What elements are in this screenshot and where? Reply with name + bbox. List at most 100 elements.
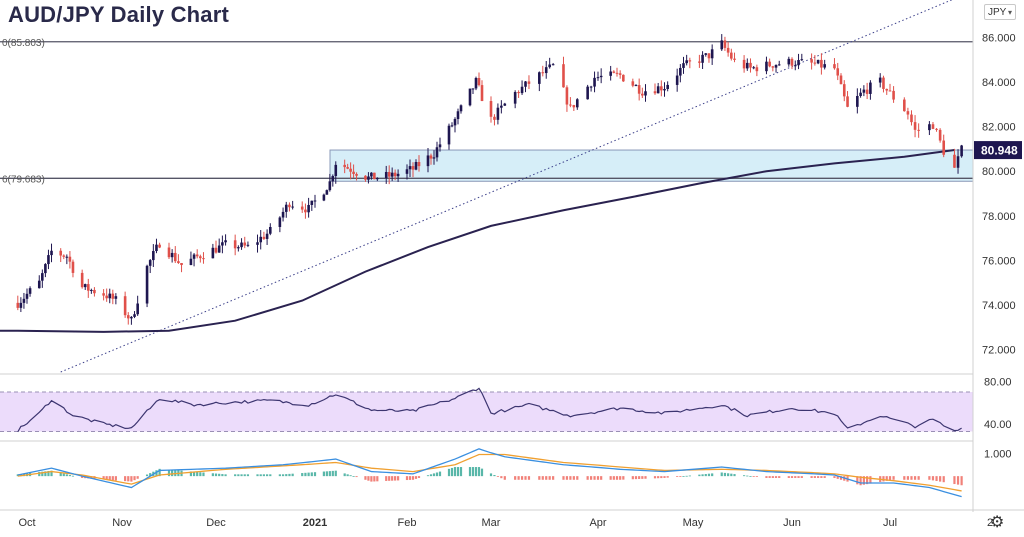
candle-body <box>859 92 862 96</box>
candle-body <box>189 258 193 266</box>
macd-histogram-bar <box>471 467 475 477</box>
candle-body <box>790 58 794 66</box>
candle-body <box>910 114 913 123</box>
candle-body <box>496 107 500 120</box>
candle-body <box>105 295 108 299</box>
macd-histogram-bar <box>906 476 910 480</box>
macd-histogram-bar <box>16 474 19 477</box>
macd-histogram-bar <box>586 476 589 480</box>
macd-histogram-bar <box>942 476 945 483</box>
candle-body <box>432 157 436 159</box>
candle-body <box>755 67 759 72</box>
macd-histogram-bar <box>746 475 749 477</box>
candle-body <box>155 244 158 252</box>
candle-body <box>839 75 843 85</box>
macd-histogram-bar <box>856 476 859 485</box>
candle-body <box>793 65 797 67</box>
candle-body <box>656 86 660 94</box>
macd-histogram-bar <box>388 476 391 481</box>
macd-histogram-bar <box>787 476 790 478</box>
macd-histogram-bar <box>790 476 794 478</box>
candle-body <box>199 256 202 259</box>
macd-histogram-bar <box>417 476 421 478</box>
candle-body <box>44 264 47 274</box>
candle-body <box>774 65 778 68</box>
macd-histogram-bar <box>325 471 328 477</box>
candle-body <box>593 77 596 87</box>
macd-histogram-bar <box>524 476 527 480</box>
macd-histogram-bar <box>364 476 367 480</box>
candle-body <box>355 173 358 176</box>
macd-histogram-bar <box>218 473 221 477</box>
candle-body <box>836 68 840 76</box>
candle-body <box>447 125 451 145</box>
candle-body <box>862 89 866 93</box>
macd-histogram-bar <box>774 476 778 478</box>
macd-histogram-bar <box>520 476 524 480</box>
candle-body <box>503 103 507 106</box>
macd-histogram-bar <box>234 474 237 477</box>
currency-selector-value: JPY <box>988 7 1007 18</box>
candle-body <box>882 77 885 89</box>
macd-histogram-bar <box>246 474 250 477</box>
candle-body <box>733 58 736 60</box>
candle-body <box>698 61 701 63</box>
candle-body <box>22 298 26 303</box>
candle-body <box>704 53 708 55</box>
candle-body <box>170 252 174 258</box>
price-tick-label: 72.000 <box>982 345 1016 357</box>
candle-body <box>214 247 218 253</box>
candle-body <box>136 303 139 315</box>
candle-body <box>816 59 820 64</box>
candle-body <box>865 89 869 94</box>
macd-histogram-bar <box>503 476 506 480</box>
macd-histogram-bar <box>331 470 334 477</box>
candle-body <box>108 293 112 299</box>
candle-body <box>133 314 136 317</box>
macd-histogram-bar <box>343 473 346 477</box>
candle-body <box>438 144 442 148</box>
candle-body <box>86 284 90 291</box>
time-tick-label: Mar <box>482 517 501 529</box>
candle-body <box>211 247 215 259</box>
macd-histogram-bar <box>489 473 493 477</box>
macd-histogram-bar <box>278 474 281 477</box>
macd-histogram-bar <box>707 473 711 477</box>
macd-histogram-bar <box>224 474 227 477</box>
candle-body <box>765 61 768 72</box>
candle-body <box>16 302 20 308</box>
candle-body <box>538 72 541 84</box>
candle-body <box>202 258 205 260</box>
candle-body <box>565 87 569 105</box>
candle-body <box>177 261 180 264</box>
candle-body <box>414 162 418 170</box>
macd-histogram-bar <box>269 474 272 477</box>
time-tick-label: 2 <box>987 517 993 529</box>
candle-body <box>730 52 733 59</box>
candle-body <box>745 62 749 69</box>
macd-histogram-bar <box>477 467 481 477</box>
candle-body <box>749 62 752 68</box>
macd-histogram-bar <box>882 476 885 482</box>
currency-selector[interactable]: JPY ▾ <box>984 4 1016 20</box>
rsi-line <box>17 387 962 433</box>
macd-histogram-bar <box>810 476 813 478</box>
candle-body <box>233 240 237 249</box>
candle-body <box>331 176 335 182</box>
candle-body <box>123 296 127 316</box>
candle-body <box>682 63 685 68</box>
gear-icon[interactable]: ⚙ <box>990 512 1005 531</box>
macd-histogram-bar <box>133 476 136 481</box>
macd-histogram-bar <box>548 476 551 480</box>
candle-body <box>459 105 463 112</box>
macd-histogram-bar <box>124 476 127 482</box>
macd-histogram-bar <box>373 476 376 482</box>
price-tick-label: 84.000 <box>982 77 1016 89</box>
candle-body <box>679 67 682 76</box>
candle-body <box>80 272 84 288</box>
candle-body <box>367 176 370 180</box>
macd-histogram-bar <box>704 474 707 477</box>
price-tick-label: 74.000 <box>982 300 1016 312</box>
time-tick-label: Oct <box>18 517 35 529</box>
